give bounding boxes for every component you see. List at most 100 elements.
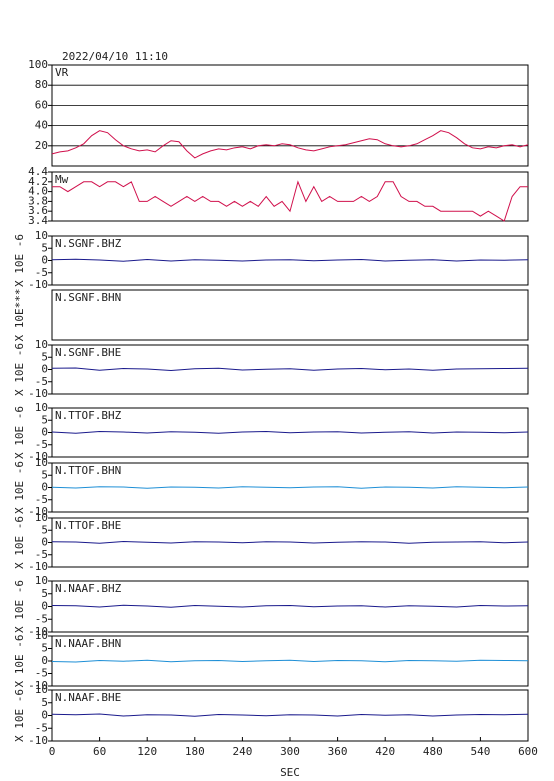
y-tick-label: -10 (28, 278, 48, 291)
y-tick-label: 5 (41, 468, 48, 481)
y-axis-label: X 10E -6 (13, 234, 26, 287)
y-tick-label: 0 (41, 426, 48, 439)
y-tick-label: 3.4 (28, 214, 48, 227)
y-tick-label: 0 (41, 709, 48, 722)
x-tick-label: 120 (137, 745, 157, 758)
panel-label: Mw (55, 173, 69, 186)
trace (51, 486, 529, 489)
panel-label: N.SGNF.BHE (55, 346, 121, 359)
y-tick-label: -10 (28, 679, 48, 692)
x-tick-label: 540 (470, 745, 490, 758)
y-axis-label: X 10E -6 (13, 343, 26, 396)
y-axis-label: X 10E*** (13, 289, 26, 342)
y-axis-label: X 10E -6 (13, 580, 26, 633)
y-tick-label: 100 (28, 58, 48, 71)
y-tick-label: 4.2 (28, 175, 48, 188)
y-tick-label: -10 (28, 734, 48, 747)
y-tick-label: 0 (41, 363, 48, 376)
y-tick-label: 10 (35, 456, 48, 469)
y-tick-label: 10 (35, 574, 48, 587)
y-tick-label: 0 (41, 254, 48, 267)
trace (51, 130, 529, 159)
panel-frame (51, 64, 529, 167)
x-tick-label: 180 (185, 745, 205, 758)
x-tick-label: 300 (280, 745, 300, 758)
x-tick-label: 360 (328, 745, 348, 758)
y-tick-label: 10 (35, 683, 48, 696)
y-axis-label: X 10E -6 (13, 406, 26, 459)
trace (51, 258, 529, 262)
y-tick-label: 10 (35, 338, 48, 351)
y-tick-label: -10 (28, 625, 48, 638)
y-tick-label: -5 (35, 493, 48, 506)
y-axis-label: X 10E -6 (13, 689, 26, 742)
panel-label: N.SGNF.BHN (55, 291, 121, 304)
y-tick-label: 3.8 (28, 194, 48, 207)
panel-frame (51, 689, 529, 742)
panel-frame (51, 580, 529, 633)
y-tick-label: 5 (41, 350, 48, 363)
panel-label: N.NAAF.BHN (55, 637, 121, 650)
y-tick-label: -5 (35, 721, 48, 734)
panel-label: VR (55, 66, 69, 79)
y-tick-label: 3.6 (28, 204, 48, 217)
y-tick-label: 60 (35, 98, 48, 111)
panel-frame (51, 171, 529, 222)
y-tick-label: 5 (41, 642, 48, 655)
y-tick-label: -5 (35, 667, 48, 680)
y-tick-label: -10 (28, 505, 48, 518)
trace (51, 713, 529, 717)
panel-label: N.NAAF.BHZ (55, 582, 122, 595)
y-axis-label: X 10E -6 (13, 635, 26, 688)
trace (51, 367, 529, 371)
panel-label: N.NAAF.BHE (55, 691, 121, 704)
y-tick-label: -10 (28, 387, 48, 400)
y-tick-label: 0 (41, 600, 48, 613)
y-axis-label: X 10E -6 (13, 516, 26, 569)
y-tick-label: 0 (41, 536, 48, 549)
y-tick-label: -5 (35, 375, 48, 388)
trace (51, 604, 529, 608)
panel-frame (51, 289, 529, 341)
trace (51, 541, 529, 544)
y-tick-label: 5 (41, 413, 48, 426)
panel-label: N.TTOF.BHN (55, 464, 121, 477)
y-tick-label: 80 (35, 78, 48, 91)
trace (51, 659, 529, 663)
y-tick-label: 20 (35, 139, 48, 152)
y-tick-label: 10 (35, 511, 48, 524)
y-tick-label: 0 (41, 481, 48, 494)
y-tick-label: -5 (35, 612, 48, 625)
panel-label: N.TTOF.BHZ (55, 409, 122, 422)
trace (51, 431, 529, 434)
trace (52, 180, 528, 222)
x-tick-label: 60 (93, 745, 106, 758)
panel-label: N.TTOF.BHE (55, 519, 121, 532)
y-tick-label: 5 (41, 523, 48, 536)
y-tick-label: -10 (28, 560, 48, 573)
y-tick-label: -5 (35, 548, 48, 561)
y-tick-label: 5 (41, 696, 48, 709)
y-tick-label: -5 (35, 438, 48, 451)
chart-title: 2022/04/10 11:10 (62, 50, 168, 63)
y-tick-label: 0 (41, 654, 48, 667)
y-tick-label: 5 (41, 241, 48, 254)
y-tick-label: 40 (35, 119, 48, 132)
x-tick-label: 240 (232, 745, 252, 758)
x-tick-label: 0 (49, 745, 56, 758)
y-tick-label: 5 (41, 587, 48, 600)
y-tick-label: 10 (35, 401, 48, 414)
y-tick-label: 10 (35, 629, 48, 642)
y-tick-label: -10 (28, 450, 48, 463)
x-tick-label: 420 (375, 745, 395, 758)
y-tick-label: 10 (35, 229, 48, 242)
y-axis-label: X 10E -6 (13, 461, 26, 514)
y-tick-label: -5 (35, 266, 48, 279)
panel-label: N.SGNF.BHZ (55, 237, 122, 250)
x-axis-label: SEC (280, 766, 300, 779)
x-tick-label: 480 (423, 745, 443, 758)
x-tick-label: 600 (518, 745, 538, 758)
y-tick-label: 4.0 (28, 185, 48, 198)
y-tick-label: 4.4 (28, 165, 48, 178)
